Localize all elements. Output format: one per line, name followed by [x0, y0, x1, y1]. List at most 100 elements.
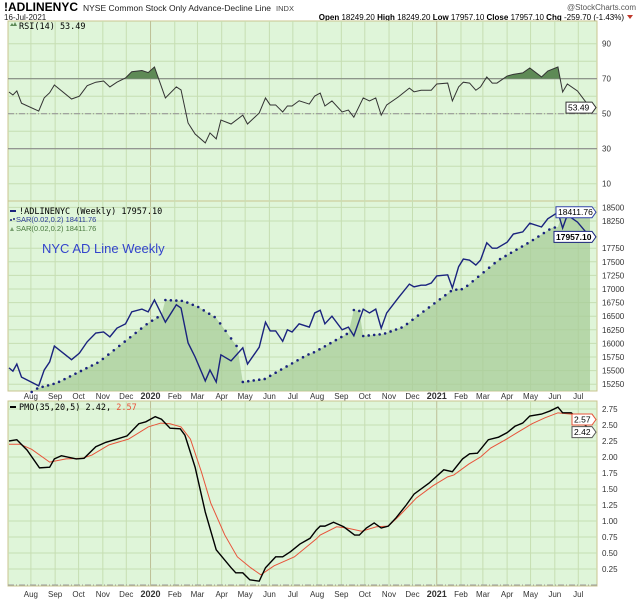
sar-legend: SAR(0.02,0.2) 18411.76 — [16, 215, 96, 224]
pmo-value-flag: 2.42 — [571, 426, 597, 439]
x-tick-label: Apr — [215, 392, 228, 401]
sar-dot — [235, 344, 238, 348]
sar-dot — [548, 228, 551, 231]
sar-dot — [207, 312, 211, 315]
sar-dot — [449, 289, 453, 293]
x-tick-label: Mar — [476, 392, 490, 401]
y-tick-label: 17750 — [602, 244, 625, 253]
y-tick-label: 15750 — [602, 353, 625, 362]
sar-dot — [241, 380, 245, 384]
x-tick-label: Dec — [119, 392, 133, 401]
sar-dots-legend-icon — [10, 219, 12, 221]
sar-dot — [117, 344, 121, 348]
sar-dot — [389, 330, 392, 333]
x-tick-label: Apr — [501, 392, 514, 401]
x-tick-label: Jun — [548, 392, 561, 401]
sar-dot — [400, 326, 403, 329]
sar-value-flag-box — [555, 206, 597, 219]
x-tick-label: Aug — [310, 590, 324, 599]
sar-dot — [123, 340, 127, 343]
x-tick-label: Jul — [573, 590, 583, 599]
x-tick-label: Feb — [454, 590, 468, 599]
sar-dot — [169, 298, 173, 302]
rsi-value-flag-text: 53.49 — [568, 103, 590, 113]
y-tick-label: 16250 — [602, 326, 625, 335]
x-tick-label: Sep — [48, 590, 63, 599]
pmo-legend-icon — [10, 406, 16, 408]
ad-line-legend-icon — [10, 210, 16, 212]
x-tick-label: Aug — [24, 590, 38, 599]
sar-dot — [352, 308, 356, 312]
sar-dot — [296, 358, 299, 362]
sar-dot — [427, 306, 431, 309]
high-label: High — [377, 13, 395, 22]
sar-dot — [196, 305, 200, 309]
pmo-legend: PMO(35,20,5) 2.42, 2.57 — [19, 403, 137, 413]
y-tick-label: 30 — [602, 145, 611, 154]
exchange: INDX — [276, 4, 294, 13]
sar-dot — [63, 377, 66, 381]
sar-dot — [542, 231, 546, 235]
x-tick-label: Dec — [405, 590, 419, 599]
y-tick-label: 15500 — [602, 367, 625, 376]
sar-dot — [433, 302, 436, 305]
brand-watermark: @StockCharts.com — [567, 3, 636, 12]
sar-dot — [471, 279, 475, 283]
x-tick-label: 2021 — [427, 391, 447, 401]
sar-dot — [112, 348, 116, 352]
ad-line — [8, 211, 591, 387]
sar-dot — [101, 357, 105, 361]
sar-dot — [268, 374, 272, 378]
sar-dot — [274, 371, 277, 374]
sar-dot — [290, 362, 294, 365]
pmo-value-flag-box — [571, 426, 597, 439]
sar-dot — [52, 382, 55, 386]
sar-dot — [340, 335, 343, 339]
x-tick-label: Jul — [573, 392, 583, 401]
pmo-line — [8, 406, 591, 582]
x-tick-label: 2021 — [427, 589, 447, 599]
symbol: !ADLINENYC — [4, 0, 78, 14]
x-tick-label: 2020 — [141, 589, 161, 599]
x-tick-label: Feb — [168, 392, 182, 401]
sar-dot — [35, 387, 39, 390]
sar-dot — [68, 375, 72, 378]
x-tick-label: Feb — [168, 590, 182, 599]
sar-dot — [422, 310, 425, 313]
y-tick-label: 70 — [602, 75, 611, 84]
x-tick-label: Oct — [72, 392, 85, 401]
sar-value-flag-text: 18411.76 — [558, 207, 593, 217]
sar-area-legend: SAR(0.02,0.2) 18411.76 — [16, 224, 96, 233]
x-tick-label: 2020 — [141, 391, 161, 401]
sar-dot — [372, 333, 376, 337]
open-label: Open — [319, 13, 340, 22]
x-tick-label: May — [238, 392, 253, 401]
sar-dot — [454, 288, 458, 291]
sar-dot — [96, 361, 99, 365]
y-tick-label: 50 — [602, 110, 611, 119]
sar-dot — [307, 353, 310, 356]
x-tick-label: Jun — [263, 590, 276, 599]
sar-dot — [358, 309, 361, 313]
sar-dot — [74, 372, 77, 375]
y-tick-label: 0.50 — [602, 549, 618, 558]
sar-dot — [526, 242, 529, 245]
sar-dot — [180, 299, 184, 303]
chart-date: 16-Jul-2021 — [4, 13, 47, 22]
sar-dot — [498, 257, 502, 261]
x-tick-label: Mar — [191, 392, 205, 401]
sar-dot — [383, 332, 387, 335]
x-tick-label: Oct — [72, 590, 85, 599]
x-tick-label: Oct — [359, 590, 372, 599]
x-tick-label: Dec — [405, 392, 419, 401]
sar-dot — [191, 303, 195, 307]
sar-area-fill — [31, 212, 590, 392]
sar-value-flag: 18411.76 — [555, 206, 597, 219]
pmo-legend-name: PMO(35,20,5) — [19, 403, 80, 413]
x-tick-label: Apr — [501, 590, 514, 599]
price-value-flag-text: 17957.10 — [556, 232, 592, 242]
sar-dot — [323, 344, 327, 348]
sar-area-legend-icon — [10, 227, 14, 231]
sar-dot — [493, 261, 496, 265]
